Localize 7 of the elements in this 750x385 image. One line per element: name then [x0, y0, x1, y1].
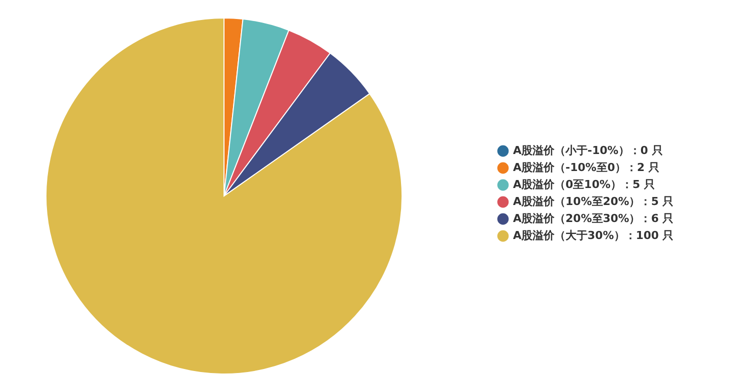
legend-label: A股溢价（大于30%）：100 只: [513, 229, 674, 242]
legend-label: A股溢价（10%至20%）：5 只: [513, 195, 674, 208]
legend-label: A股溢价（小于-10%）：0 只: [513, 144, 663, 157]
legend-label: A股溢价（20%至30%）：6 只: [513, 212, 674, 225]
legend-label: A股溢价（-10%至0）：2 只: [513, 161, 660, 174]
legend-label: A股溢价（0至10%）：5 只: [513, 178, 655, 191]
pie-slice: [46, 18, 402, 374]
